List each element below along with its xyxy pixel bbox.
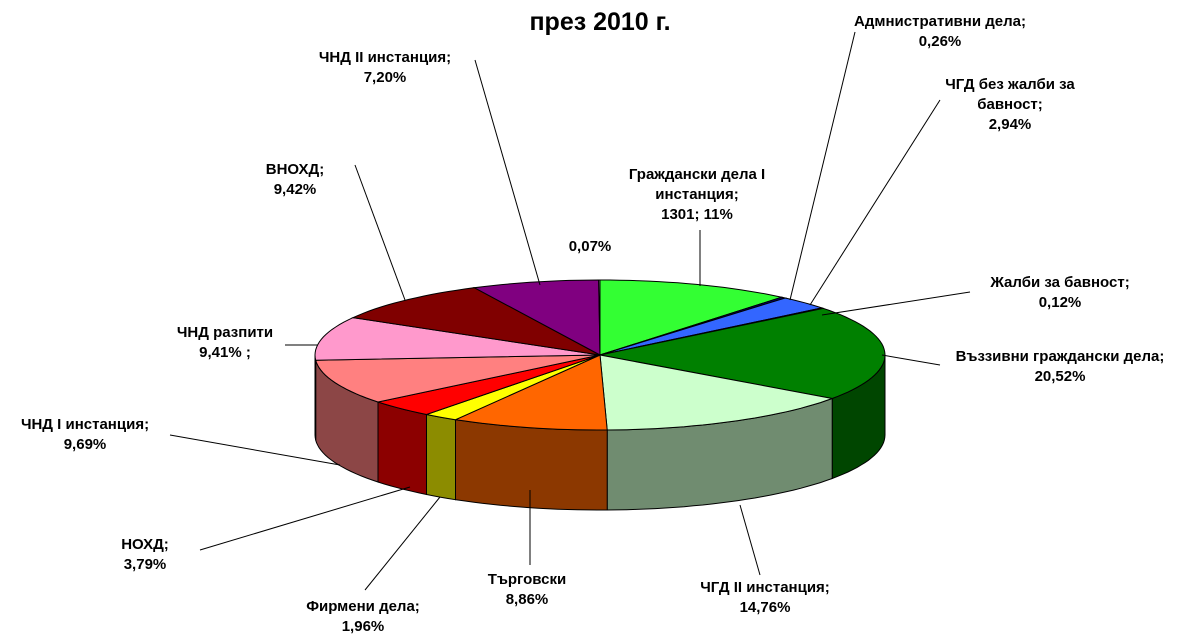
data-label: ВНОХД; 9,42% xyxy=(235,160,355,200)
data-label: ЧНД II инстанция; 7,20% xyxy=(285,48,485,88)
data-label: Адмнистративни дела; 0,26% xyxy=(830,12,1050,52)
slice-side xyxy=(314,354,317,441)
slice xyxy=(599,307,886,400)
category-label: Търговски xyxy=(487,571,567,588)
value-label: 0,12% xyxy=(1038,294,1082,311)
data-label: ЧГД без жалби за бавност; 2,94% xyxy=(920,75,1100,135)
leader-line xyxy=(789,31,856,301)
leader-line xyxy=(821,291,971,316)
value-label: 0,26% xyxy=(918,33,962,50)
value-label: 8,86% xyxy=(505,591,549,608)
slice-side xyxy=(426,413,456,501)
leader-line xyxy=(474,59,541,286)
slice-side xyxy=(377,401,427,496)
category-label: Граждански дела I инстанция; xyxy=(628,166,766,203)
slice xyxy=(315,354,601,403)
category-label: Адмнистративни дела; xyxy=(854,13,1026,30)
leader-line xyxy=(199,486,411,551)
chart-title: през 2010 г. xyxy=(529,8,671,36)
slice xyxy=(472,279,601,356)
category-label: Въззивни граждански дела; xyxy=(955,348,1165,365)
category-label: ЧНД разпити xyxy=(176,324,274,341)
value-label: 1301; 11% xyxy=(661,206,733,223)
leader-line xyxy=(809,99,941,306)
slice xyxy=(351,287,601,356)
value-label: 3,79% xyxy=(123,556,167,573)
leader-line xyxy=(354,164,406,301)
category-label: ЧГД II инстанция; xyxy=(700,579,830,596)
data-label: Жалби за бавност; 0,12% xyxy=(960,273,1160,313)
leader-line xyxy=(169,434,341,466)
category-label: НОХД; xyxy=(121,536,169,553)
data-label: Въззивни граждански дела; 20,52% xyxy=(930,347,1186,387)
category-label: ЧНД II инстанция; xyxy=(318,49,452,66)
slice xyxy=(453,354,608,431)
category-label: ЧГД без жалби за бавност; xyxy=(945,76,1075,113)
value-label: 9,69% xyxy=(63,436,107,453)
value-label: 0,07% xyxy=(568,238,612,255)
value-label: 14,76% xyxy=(739,599,791,616)
data-label: ЧГД II инстанция; 14,76% xyxy=(665,578,865,618)
category-label: ЧНД I инстанция; xyxy=(20,416,150,433)
value-label: 20,52% xyxy=(1034,368,1086,385)
leader-line xyxy=(881,354,941,366)
slice xyxy=(598,279,601,356)
data-label: Граждански дела I инстанция; 1301; 11% xyxy=(612,165,782,225)
data-label: Търговски 8,86% xyxy=(452,570,602,610)
value-label: 2,94% xyxy=(988,116,1032,133)
slice xyxy=(376,354,601,416)
slice-side xyxy=(455,419,608,511)
data-label: 0,07% xyxy=(540,237,640,257)
slice xyxy=(599,297,824,356)
value-label: 9,42% xyxy=(273,181,317,198)
data-label: НОХД; 3,79% xyxy=(85,535,205,575)
leader-line xyxy=(739,504,761,576)
category-label: Жалби за бавност; xyxy=(990,274,1130,291)
data-label: ЧНД разпити 9,41% ; xyxy=(145,323,305,363)
category-label: Фирмени дела; xyxy=(306,598,420,615)
category-label: ВНОХД; xyxy=(265,161,325,178)
slice xyxy=(314,317,601,361)
leader-line xyxy=(364,496,441,591)
data-label: Фирмени дела; 1,96% xyxy=(278,597,448,637)
value-label: 9,41% ; xyxy=(199,344,251,361)
value-label: 1,96% xyxy=(341,618,385,635)
data-label: ЧНД I инстанция; 9,69% xyxy=(0,415,185,455)
slice xyxy=(599,354,835,431)
slice xyxy=(599,279,784,356)
value-label: 7,20% xyxy=(363,69,407,86)
